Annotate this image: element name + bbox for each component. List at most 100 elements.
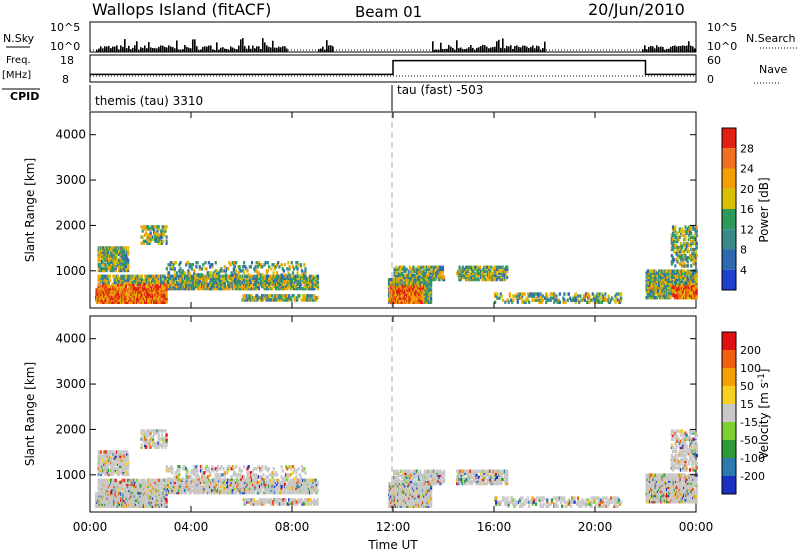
- nsky-bar: [516, 45, 518, 52]
- data-cell: [224, 276, 228, 281]
- data-cell: [280, 286, 283, 291]
- data-cell: [97, 294, 100, 298]
- data-cell: [122, 280, 125, 285]
- data-cell: [127, 490, 130, 495]
- data-cell: [147, 502, 150, 506]
- data-cell: [101, 500, 105, 504]
- data-cell: [403, 278, 407, 282]
- data-cell: [148, 282, 151, 287]
- data-cell: [667, 279, 670, 284]
- data-cell: [105, 298, 108, 302]
- data-cell: [159, 300, 163, 304]
- data-cell: [305, 278, 308, 283]
- data-cell: [429, 265, 432, 269]
- data-cell: [98, 498, 101, 502]
- data-cell: [499, 265, 502, 269]
- data-cell: [124, 496, 127, 500]
- data-cell: [256, 265, 259, 269]
- data-cell: [470, 267, 474, 272]
- data-cell: [112, 500, 115, 504]
- data-cell: [693, 271, 696, 275]
- data-cell: [534, 296, 538, 300]
- power-colorbar-swatch: [722, 168, 736, 189]
- data-cell: [124, 300, 127, 304]
- data-cell: [250, 276, 254, 281]
- data-cell: [232, 274, 235, 279]
- data-cell: [399, 267, 403, 272]
- data-cell: [686, 271, 689, 275]
- data-cell: [197, 490, 200, 495]
- data-cell: [657, 275, 661, 279]
- nsky-bar: [224, 48, 226, 52]
- data-cell: [525, 296, 529, 300]
- data-cell: [130, 498, 133, 502]
- data-cell: [258, 274, 262, 279]
- data-cell: [132, 296, 135, 300]
- data-cell: [650, 291, 653, 296]
- data-cell: [155, 237, 158, 241]
- data-cell: [412, 300, 416, 304]
- data-cell: [486, 273, 490, 278]
- data-cell: [227, 286, 230, 291]
- data-cell: [206, 486, 209, 491]
- data-cell: [486, 271, 490, 276]
- data-cell: [253, 284, 256, 289]
- data-cell: [415, 282, 418, 286]
- data-cell: [249, 298, 252, 302]
- data-cell: [103, 268, 106, 273]
- data-cell: [150, 294, 153, 298]
- data-cell: [652, 289, 655, 294]
- data-cell: [690, 231, 693, 235]
- data-cell: [235, 282, 238, 287]
- data-cell: [133, 498, 136, 502]
- data-cell: [313, 278, 316, 283]
- data-cell: [187, 282, 190, 287]
- data-cell: [428, 300, 432, 304]
- data-cell: [693, 287, 696, 292]
- data-cell: [127, 262, 130, 267]
- data-cell: [126, 494, 130, 498]
- data-cell: [296, 271, 299, 275]
- data-cell: [169, 286, 172, 291]
- data-cell: [132, 488, 135, 493]
- data-cell: [426, 294, 429, 298]
- data-cell: [130, 274, 133, 279]
- data-cell: [154, 274, 157, 279]
- data-cell: [113, 286, 116, 291]
- data-cell: [117, 294, 120, 298]
- data-cell: [212, 276, 215, 281]
- data-cell: [425, 286, 428, 290]
- data-cell: [170, 488, 173, 493]
- data-cell: [680, 227, 684, 231]
- data-cell: [118, 248, 121, 252]
- data-cell: [191, 480, 195, 485]
- data-cell: [97, 276, 100, 281]
- data-cell: [303, 284, 306, 289]
- data-cell: [286, 282, 289, 287]
- data-cell: [157, 233, 160, 237]
- data-cell: [407, 271, 410, 276]
- data-cell: [196, 480, 199, 485]
- data-cell: [391, 278, 394, 282]
- nsky-bar: [204, 46, 206, 52]
- data-cell: [415, 292, 418, 296]
- data-cell: [664, 269, 668, 273]
- data-cell: [678, 275, 681, 279]
- data-cell: [466, 277, 469, 282]
- data-cell: [136, 488, 139, 493]
- data-cell: [537, 294, 540, 298]
- data-cell: [485, 265, 488, 269]
- data-cell: [103, 294, 106, 298]
- data-cell: [193, 484, 196, 489]
- data-cell: [172, 486, 175, 491]
- data-cell: [398, 267, 401, 272]
- data-cell: [242, 294, 245, 298]
- data-cell: [145, 227, 148, 231]
- data-cell: [680, 245, 684, 250]
- data-cell: [97, 496, 100, 500]
- data-cell: [645, 295, 648, 300]
- data-cell: [652, 295, 655, 300]
- data-cell: [600, 300, 604, 304]
- data-cell: [102, 286, 105, 291]
- data-cell: [158, 498, 161, 502]
